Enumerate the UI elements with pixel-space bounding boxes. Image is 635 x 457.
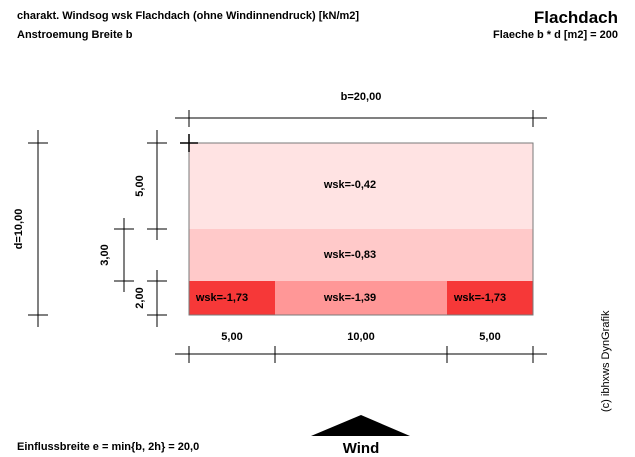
dimension-b-label: b=20,00 <box>341 91 382 103</box>
dimension-segment-bottom-label: 2,00 <box>134 287 146 308</box>
copyright-text: (c) ibhxws DynGrafik <box>600 310 612 412</box>
area-text: Flaeche b * d [m2] = 200 <box>492 29 618 41</box>
wind-arrow-icon <box>311 415 410 436</box>
dimension-segment-middle-label: 3,00 <box>99 244 111 265</box>
dimension-segment-top-label: 5,00 <box>134 175 146 196</box>
zone-rect-4 <box>275 281 447 315</box>
zone-rect-3 <box>189 281 275 315</box>
wind-label: Wind <box>343 440 380 457</box>
zone-rect-2 <box>189 229 533 281</box>
dimension-segment-top <box>147 130 167 240</box>
origin-cross-icon <box>180 134 198 152</box>
zone-label-5: wsk=-1,73 <box>453 292 506 304</box>
zone-label-1: wsk=-0,42 <box>323 179 376 191</box>
dimension-bottom-label-2: 10,00 <box>347 331 375 343</box>
zone-rect-1 <box>189 143 533 229</box>
zone-label-3: wsk=-1,73 <box>195 292 248 304</box>
dimension-segment-middle <box>114 218 134 292</box>
dimension-segment-bottom <box>147 270 167 327</box>
dimension-b <box>175 110 547 127</box>
diagram-title: charakt. Windsog wsk Flachdach (ohne Win… <box>17 10 360 22</box>
zone-label-4: wsk=-1,39 <box>323 292 376 304</box>
dimension-d-label: d=10,00 <box>13 209 25 250</box>
zone-label-2: wsk=-0,83 <box>323 249 376 261</box>
roof-outline <box>188 142 534 316</box>
influence-width-text: Einflussbreite e = min{b, 2h} = 20,0 <box>17 441 200 453</box>
dimension-bottom-label-3: 5,00 <box>479 331 500 343</box>
roof-type-title: Flachdach <box>533 8 618 27</box>
dimension-bottom-label-1: 5,00 <box>221 331 242 343</box>
dimension-d <box>28 130 48 327</box>
zone-rect-5 <box>447 281 533 315</box>
dimension-bottom <box>175 346 547 363</box>
flow-direction-text: Anstroemung Breite b <box>17 29 133 41</box>
